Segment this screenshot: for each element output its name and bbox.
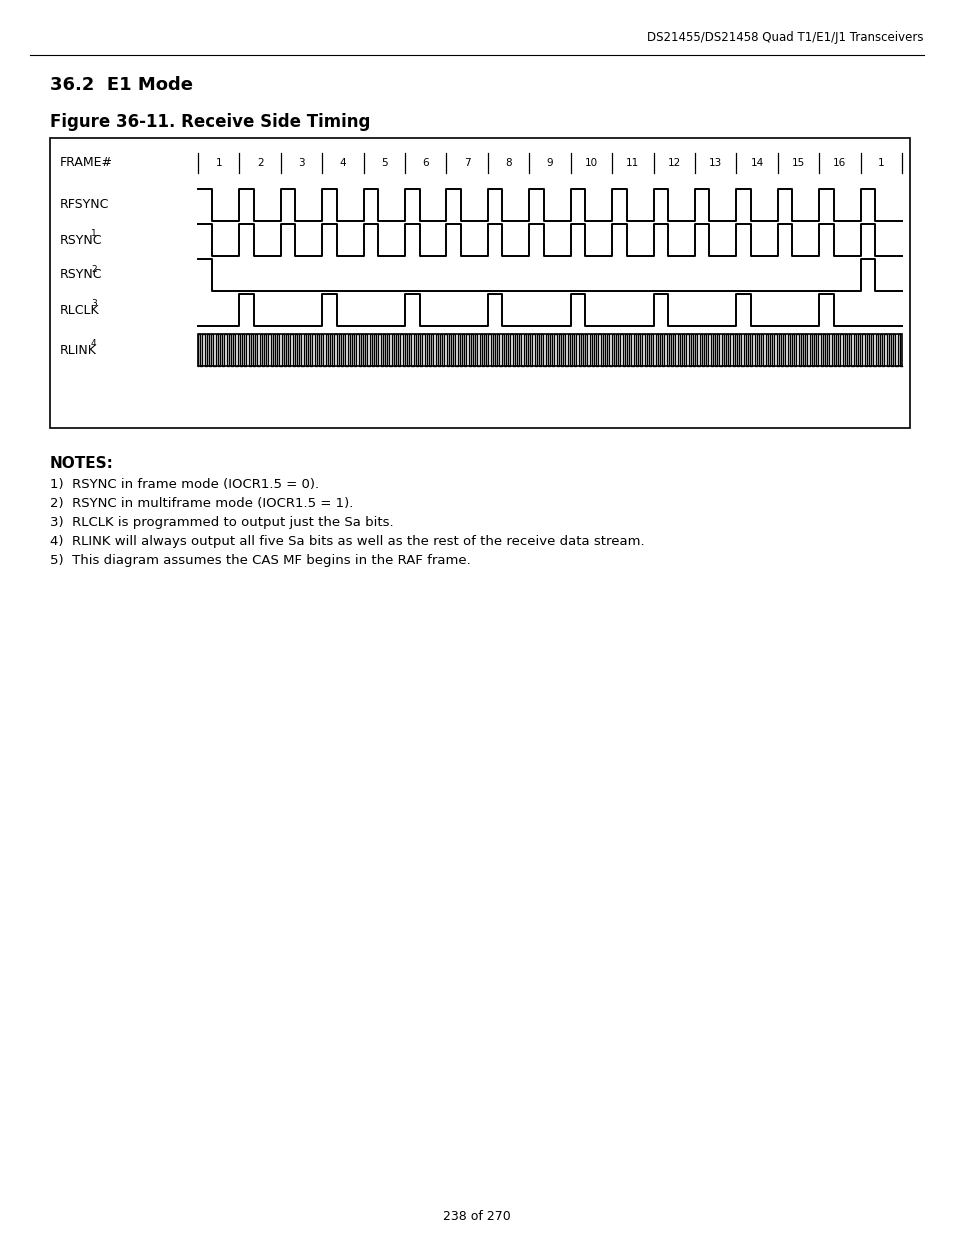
Text: 4: 4 [339,158,346,168]
Text: 8: 8 [505,158,512,168]
Text: 11: 11 [625,158,639,168]
Text: RLCLK: RLCLK [60,304,99,316]
Text: 4: 4 [91,340,96,348]
Text: RSYNC: RSYNC [60,268,102,282]
Text: RLINK: RLINK [60,343,97,357]
Text: 3)  RLCLK is programmed to output just the Sa bits.: 3) RLCLK is programmed to output just th… [50,516,394,529]
Text: 2)  RSYNC in multiframe mode (IOCR1.5 = 1).: 2) RSYNC in multiframe mode (IOCR1.5 = 1… [50,496,353,510]
Text: FRAME#: FRAME# [60,157,112,169]
Text: 1: 1 [215,158,222,168]
Text: 1)  RSYNC in frame mode (IOCR1.5 = 0).: 1) RSYNC in frame mode (IOCR1.5 = 0). [50,478,319,492]
Text: 5)  This diagram assumes the CAS MF begins in the RAF frame.: 5) This diagram assumes the CAS MF begin… [50,555,470,567]
Text: RFSYNC: RFSYNC [60,199,110,211]
Bar [198,333,901,366]
Text: 5: 5 [380,158,387,168]
Text: 9: 9 [546,158,553,168]
Text: 15: 15 [791,158,804,168]
Text: DS21455/DS21458 Quad T1/E1/J1 Transceivers: DS21455/DS21458 Quad T1/E1/J1 Transceive… [647,32,923,44]
Text: 4)  RLINK will always output all five Sa bits as well as the rest of the receive: 4) RLINK will always output all five Sa … [50,535,644,548]
Text: 6: 6 [422,158,429,168]
Text: 16: 16 [832,158,845,168]
Text: 2: 2 [91,264,96,273]
Text: 3: 3 [91,300,96,309]
Text: 7: 7 [463,158,470,168]
Text: 1: 1 [91,230,96,238]
Text: 3: 3 [298,158,305,168]
Text: 1: 1 [877,158,883,168]
Text: 14: 14 [750,158,763,168]
Text: RSYNC: RSYNC [60,233,102,247]
Bar [50,138,909,429]
Text: 238 of 270: 238 of 270 [442,1210,511,1224]
Text: Figure 36-11. Receive Side Timing: Figure 36-11. Receive Side Timing [50,112,370,131]
Text: 12: 12 [667,158,680,168]
Text: NOTES:: NOTES: [50,456,113,471]
Text: 13: 13 [708,158,721,168]
Text: 10: 10 [584,158,598,168]
Text: 36.2  E1 Mode: 36.2 E1 Mode [50,77,193,94]
Text: 2: 2 [256,158,263,168]
